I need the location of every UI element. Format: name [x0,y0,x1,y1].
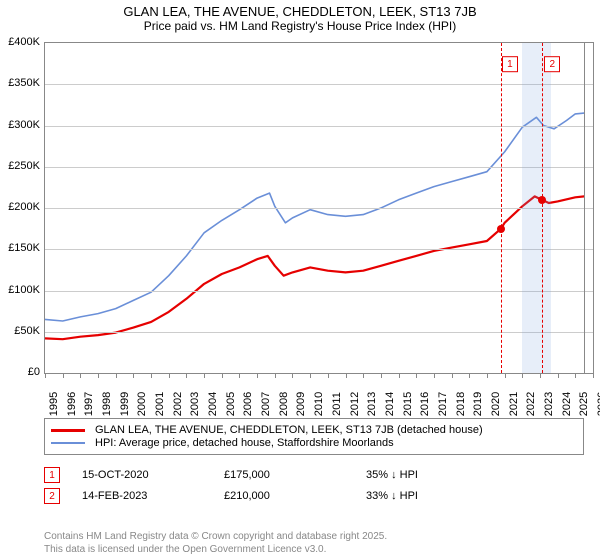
sale-dot [497,225,505,233]
x-tick-label: 2006 [242,392,254,416]
y-tick-label: £300K [8,119,40,131]
x-tick-label: 2007 [260,392,272,416]
chart-area: £0 £50K £100K £150K £200K £250K £300K £350K £400… [0,36,600,416]
marker-delta: 33% ↓ HPI [366,490,486,502]
y-tick-label: £50K [14,325,40,337]
x-tick-label: 2013 [366,392,378,416]
title-address: GLAN LEA, THE AVENUE, CHEDDLETON, LEEK, … [0,4,600,19]
legend-row: GLAN LEA, THE AVENUE, CHEDDLETON, LEEK, … [51,424,577,436]
y-tick-label: £0 [28,366,40,378]
y-tick-label: £400K [8,36,40,48]
x-tick-label: 2024 [561,392,573,416]
marker-number-box: 2 [44,488,60,504]
event-line [501,43,502,373]
footer-attribution: Contains HM Land Registry data © Crown c… [44,531,387,556]
legend: GLAN LEA, THE AVENUE, CHEDDLETON, LEEK, … [44,418,584,455]
x-tick-label: 1999 [119,392,131,416]
legend-label: GLAN LEA, THE AVENUE, CHEDDLETON, LEEK, … [95,424,483,436]
title-block: GLAN LEA, THE AVENUE, CHEDDLETON, LEEK, … [0,0,600,35]
marker-date: 14-FEB-2023 [82,490,202,502]
y-tick-label: £250K [8,160,40,172]
x-tick-label: 2004 [207,392,219,416]
x-tick-label: 2018 [455,392,467,416]
x-tick-label: 1995 [48,392,60,416]
x-tick-label: 1997 [83,392,95,416]
x-tick-label: 2020 [490,392,502,416]
y-tick-label: £150K [8,242,40,254]
x-tick-label: 2021 [508,392,520,416]
marker-row: 1 15-OCT-2020 £175,000 35% ↓ HPI [44,467,584,483]
marker-price: £210,000 [224,490,344,502]
chart-container: GLAN LEA, THE AVENUE, CHEDDLETON, LEEK, … [0,0,600,560]
x-tick-label: 2011 [331,392,343,416]
marker-table: 1 15-OCT-2020 £175,000 35% ↓ HPI 2 14-FEB-202… [44,462,584,506]
x-tick-label: 2002 [172,392,184,416]
x-tick-label: 2015 [402,392,414,416]
sale-dot [538,196,546,204]
x-tick-label: 2009 [295,392,307,416]
series-property [45,196,584,339]
plot-area: 12 [44,42,594,374]
marker-number-box: 1 [44,467,60,483]
x-tick-label: 2019 [472,392,484,416]
legend-label: HPI: Average price, detached house, Staf… [95,437,394,449]
x-tick-label: 2008 [278,392,290,416]
x-tick-label: 2026 [596,392,600,416]
footer-line2: This data is licensed under the Open Gov… [44,544,387,557]
legend-swatch [51,442,85,444]
x-tick-label: 2025 [578,392,590,416]
x-tick-label: 2003 [189,392,201,416]
y-axis: £0£50K£100K£150K£200K£250K£300K£350K£400… [0,42,42,372]
x-axis: 1995 1996 1997 1998 1999 2000 2001 2002 2003 2004… [44,376,592,416]
marker-delta: 35% ↓ HPI [366,469,486,481]
event-line [542,43,543,373]
legend-swatch [51,429,85,432]
x-tick-label: 2010 [313,392,325,416]
x-tick-label: 1998 [101,392,113,416]
x-tick-label: 2012 [349,392,361,416]
x-tick-label: 2005 [225,392,237,416]
x-tick-label: 2016 [419,392,431,416]
legend-row: HPI: Average price, detached house, Staf… [51,437,577,449]
marker-price: £175,000 [224,469,344,481]
x-tick-label: 2014 [384,392,396,416]
chart-marker: 2 [544,56,560,72]
x-tick-label: 1996 [66,392,78,416]
highlight-band [522,43,550,373]
x-tick-label: 2001 [154,392,166,416]
x-tick-label: 2022 [525,392,537,416]
footer-line1: Contains HM Land Registry data © Crown c… [44,531,387,544]
marker-row: 2 14-FEB-2023 £210,000 33% ↓ HPI [44,488,584,504]
chart-marker: 1 [502,56,518,72]
x-tick-label: 2023 [543,392,555,416]
x-tick-label: 2017 [437,392,449,416]
y-tick-label: £200K [8,201,40,213]
title-subtitle: Price paid vs. HM Land Registry's House … [0,19,600,33]
marker-date: 15-OCT-2020 [82,469,202,481]
y-tick-label: £350K [8,77,40,89]
y-tick-label: £100K [8,284,40,296]
x-tick-label: 2000 [136,392,148,416]
